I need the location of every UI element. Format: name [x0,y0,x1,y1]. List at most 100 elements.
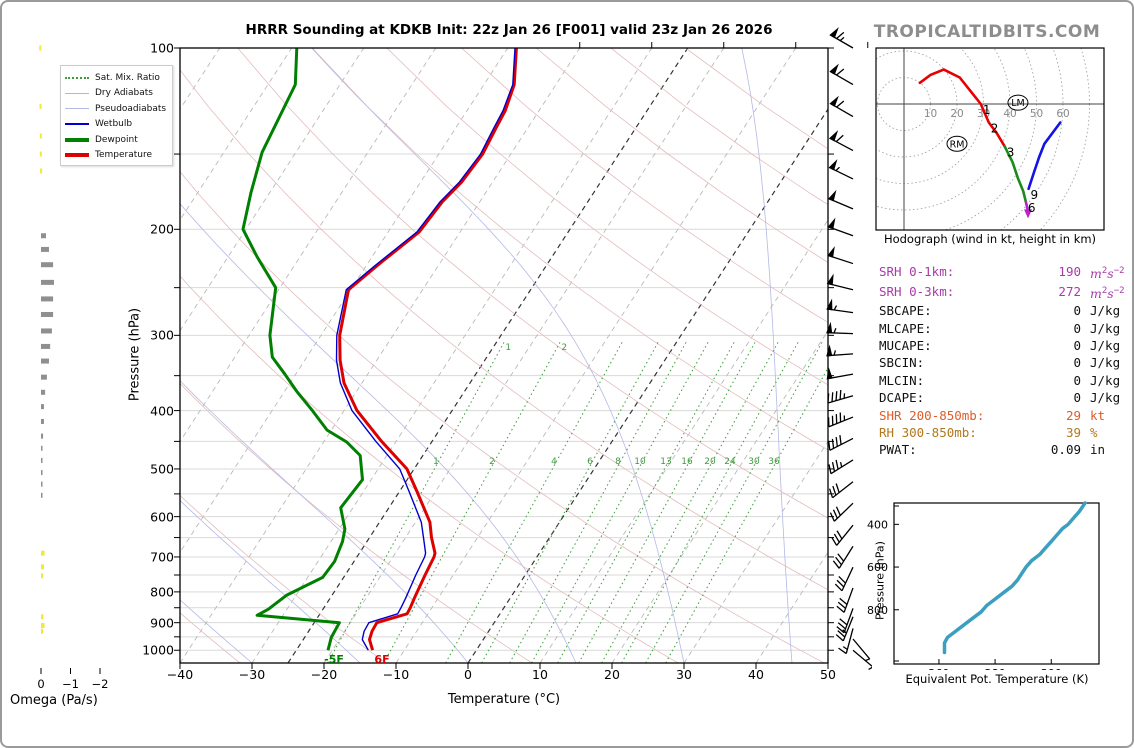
legend-label: Pseudoadiabats [95,103,167,114]
storm-marker-RM: RM [950,139,965,150]
theta-e-area: 400 600 800 260 280 300 [867,501,1100,670]
stat-unit: J/kg [1090,320,1121,336]
wind-barb [827,189,854,210]
watermark: TROPICALTIDBITS.COM [873,22,1101,42]
pressure-tick: 300 [150,327,174,343]
wind-barb [827,217,854,237]
wind-barb [832,545,854,569]
theta-e-xtick: 280 [985,667,1006,670]
stat-unit: m2s−2 [1090,285,1125,301]
mixing-ratio-line [578,341,756,663]
omega-bar [39,103,42,109]
isotherm-line [180,48,581,663]
omega-bar [41,328,52,334]
pressure-axis-label: Pressure (hPa) [127,307,143,402]
mixing-ratio-label: 1 [505,343,511,353]
surface-temperature-label: 6F [374,653,390,666]
stat-row: MLCAPE: 0 J/kg [879,320,1125,337]
omega-bar [41,246,49,252]
stat-row: SRH 0-3km: 272 m2s−2 [879,283,1125,303]
mixing-ratio-line [601,341,779,663]
theta-e-ptick: 800 [867,604,888,617]
hodograph-height-label: 1 [983,103,991,117]
stat-value: 0.09 [1050,442,1081,458]
mixing-ratio-label: 13 [660,457,671,467]
theta-e-ylabel: Pressure (hPa) [873,541,887,620]
dryad-legend-sample [65,92,89,94]
dry-adiabat-line [461,48,828,323]
wind-barbs [826,27,872,671]
wind-barb [829,63,854,86]
mixing-ratio-line [645,341,823,663]
stat-value: 0 [1073,320,1081,336]
legend-label: Dry Adiabats [95,88,153,99]
dry-adiabat-line [312,48,828,451]
omega-bar [41,614,44,620]
mixing-ratio-line [621,341,799,663]
stat-label: SRH 0-1km: [879,264,955,279]
isotherm-line [467,108,828,663]
isotherm-line [755,551,828,663]
wind-barb [826,344,854,357]
pseudoadiabat-line [180,500,361,663]
theta-e-curve [942,501,1087,655]
theta-e-caption: Equivalent Pot. Temperature (K) [905,672,1089,686]
stat-label: MUCAPE: [879,337,932,353]
omega-tick: −1 [62,677,79,691]
wind-barb [828,435,854,451]
pseudoadiabat-line [180,380,469,663]
storm-marker-circle [1007,94,1029,111]
stat-unit: J/kg [1090,372,1121,388]
omega-bar [41,418,44,424]
omega-bar [41,564,44,570]
hodograph-height-label: 3 [1007,145,1015,159]
stat-unit: m2s−2 [1090,266,1125,282]
stat-label: SRH 0-3km: [879,283,955,299]
mixing-ratio-label: 20 [704,457,716,467]
isotherm-line [683,440,828,663]
dry-adiabat-line [535,48,828,263]
pressure-tick: 400 [150,403,174,419]
theta-e-chart: 400 600 800 260 280 300 [867,501,1100,670]
omega-bar [41,470,43,476]
legend-item: Sat. Mix. Ratio [65,70,166,86]
temperature-tick: 10 [532,667,548,682]
theta-e-ptick: 400 [867,518,888,531]
hodograph-frame [875,47,1105,231]
stat-unit: J/kg [1090,337,1121,353]
omega-bar [41,374,47,380]
mixing-ratio-label: 2 [489,457,495,467]
omega-bar [41,233,47,239]
pseudoadiabat-line [741,48,793,663]
mixing-ratio-label: 24 [724,457,736,467]
legend-label: Sat. Mix. Ratio [95,72,160,83]
wind-barb [828,130,854,152]
stat-value: 0 [1073,372,1081,388]
mixing-ratio-label: 4 [551,457,557,467]
legend-item: Dry Adiabats [65,86,166,102]
temperature-curve [338,48,518,651]
stat-value: 0 [1073,355,1081,371]
wind-barb [826,273,854,291]
isotherm-line [323,48,725,663]
isotherm-line [251,48,653,663]
mixing-ratio-label: 10 [634,457,646,467]
omega-bar [41,262,54,268]
isotherm-line [395,48,797,663]
stat-value: 0 [1073,337,1081,353]
dewpoint-legend-sample [65,137,89,142]
mixing-ratio-line [327,341,505,663]
pressure-tick: 800 [150,584,174,600]
legend-label: Dewpoint [95,134,138,145]
isotherm-line [180,48,365,332]
wind-barb [826,321,854,335]
storm-motion-arrow [1024,209,1033,219]
surface-dewpoint-label: -5F [324,653,344,666]
omega-bar [41,623,45,629]
omega-bar [41,573,43,579]
dry-adiabat-line [180,171,825,663]
dry-adiabat-line [180,69,828,591]
